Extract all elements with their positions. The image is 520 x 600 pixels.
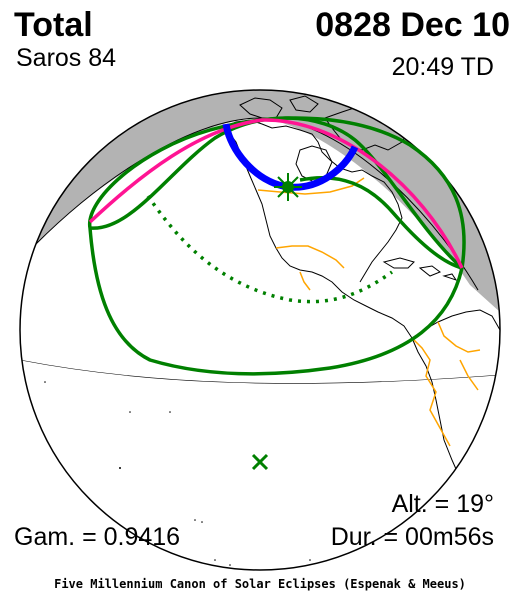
gamma-value: Gam. = 0.9416 xyxy=(14,525,180,550)
canon-credit: Five Millennium Canon of Solar Eclipses … xyxy=(0,578,520,590)
sun-altitude: Alt. = 19° xyxy=(392,492,494,517)
maximum-eclipse-dotted-line xyxy=(148,196,392,302)
south-america-coastline xyxy=(412,310,500,478)
night-side-shading xyxy=(0,0,520,330)
siberia-coastline xyxy=(95,88,155,118)
totality-duration: Dur. = 00m56s xyxy=(331,525,494,550)
greatest-eclipse-star-icon xyxy=(274,173,302,201)
sub-solar-point-x-icon xyxy=(253,455,267,469)
